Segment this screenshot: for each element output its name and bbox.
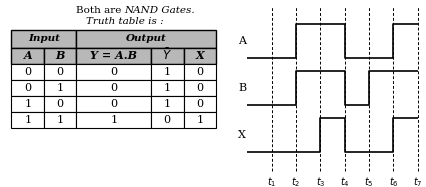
Polygon shape xyxy=(76,112,151,128)
Polygon shape xyxy=(12,96,44,112)
Text: $t_{3}$: $t_{3}$ xyxy=(315,175,325,187)
Text: 0: 0 xyxy=(196,83,203,93)
Polygon shape xyxy=(44,64,76,80)
Text: $t_{2}$: $t_{2}$ xyxy=(291,175,300,187)
Text: X: X xyxy=(238,130,245,140)
Text: Y = A.B: Y = A.B xyxy=(90,50,137,61)
Text: $\bar{Y}$: $\bar{Y}$ xyxy=(162,48,172,63)
Polygon shape xyxy=(44,48,76,64)
Text: 1: 1 xyxy=(163,83,170,93)
Polygon shape xyxy=(183,80,216,96)
Polygon shape xyxy=(183,96,216,112)
Text: 1: 1 xyxy=(196,115,203,125)
Polygon shape xyxy=(76,80,151,96)
Text: Output: Output xyxy=(126,34,166,44)
Text: Input: Input xyxy=(28,34,60,44)
Text: X: X xyxy=(195,50,204,61)
Text: 0: 0 xyxy=(163,115,170,125)
Polygon shape xyxy=(76,96,151,112)
Text: $t_{7}$: $t_{7}$ xyxy=(412,175,422,187)
Text: 0: 0 xyxy=(57,99,63,109)
Polygon shape xyxy=(76,64,151,80)
Text: 1: 1 xyxy=(163,67,170,77)
Text: 1: 1 xyxy=(24,115,31,125)
Text: Both are: Both are xyxy=(76,6,124,16)
Text: 1: 1 xyxy=(163,99,170,109)
Text: A: A xyxy=(23,50,32,61)
Text: B: B xyxy=(237,83,245,93)
Text: $t_{1}$: $t_{1}$ xyxy=(266,175,276,187)
Polygon shape xyxy=(12,30,76,48)
Text: 1: 1 xyxy=(57,115,63,125)
Text: $t_{6}$: $t_{6}$ xyxy=(388,175,397,187)
Text: 0: 0 xyxy=(110,67,117,77)
Text: 1: 1 xyxy=(57,83,63,93)
Polygon shape xyxy=(12,80,44,96)
Polygon shape xyxy=(12,112,44,128)
Text: 0: 0 xyxy=(110,83,117,93)
Text: 1: 1 xyxy=(110,115,117,125)
Polygon shape xyxy=(183,64,216,80)
Polygon shape xyxy=(151,48,183,64)
Polygon shape xyxy=(151,80,183,96)
Text: 0: 0 xyxy=(196,99,203,109)
Polygon shape xyxy=(12,48,44,64)
Polygon shape xyxy=(44,112,76,128)
Text: $t_{5}$: $t_{5}$ xyxy=(363,175,373,187)
Text: $t_{4}$: $t_{4}$ xyxy=(339,175,349,187)
Polygon shape xyxy=(151,112,183,128)
Text: 0: 0 xyxy=(24,83,31,93)
Polygon shape xyxy=(12,64,44,80)
Polygon shape xyxy=(151,96,183,112)
Polygon shape xyxy=(44,96,76,112)
Text: 1: 1 xyxy=(24,99,31,109)
Text: B: B xyxy=(55,50,65,61)
Text: 0: 0 xyxy=(24,67,31,77)
Polygon shape xyxy=(76,30,216,48)
Polygon shape xyxy=(76,48,151,64)
Text: NAND Gates.: NAND Gates. xyxy=(124,6,195,16)
Text: A: A xyxy=(238,36,245,46)
Text: 0: 0 xyxy=(57,67,63,77)
Polygon shape xyxy=(44,80,76,96)
Text: 0: 0 xyxy=(110,99,117,109)
Polygon shape xyxy=(183,112,216,128)
Polygon shape xyxy=(183,48,216,64)
Polygon shape xyxy=(151,64,183,80)
Text: Truth table is :: Truth table is : xyxy=(86,17,163,26)
Text: 0: 0 xyxy=(196,67,203,77)
